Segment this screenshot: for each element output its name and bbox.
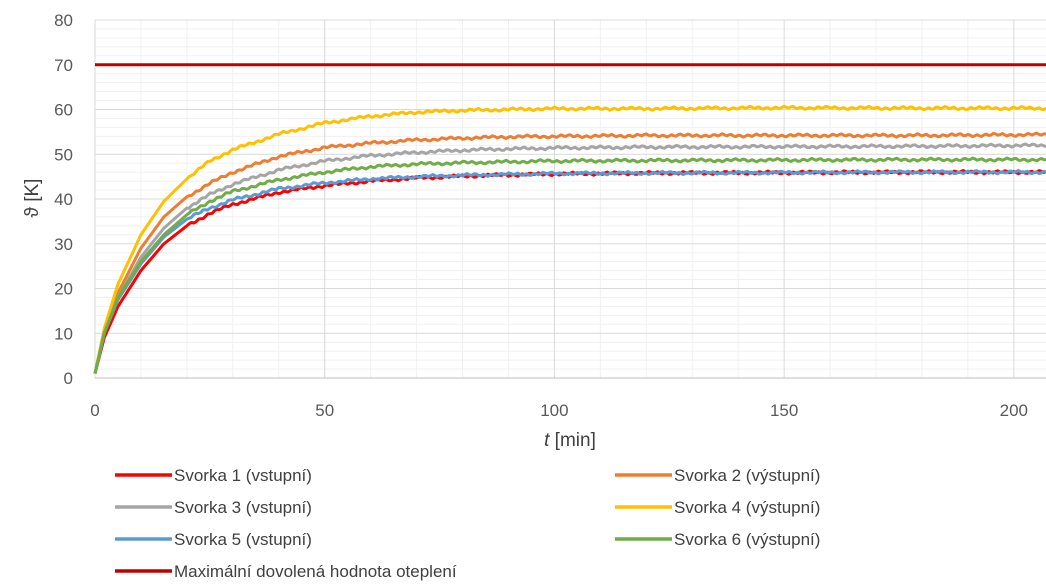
legend-item: Svorka 1 (vstupní) <box>115 466 312 485</box>
y-tick-label: 40 <box>54 190 73 209</box>
legend-item: Svorka 3 (vstupní) <box>115 498 312 517</box>
legend-item: Svorka 5 (vstupní) <box>115 530 312 549</box>
y-tick-label: 20 <box>54 280 73 299</box>
legend-label: Maximální dovolená hodnota oteplení <box>174 562 457 581</box>
series-lines <box>93 63 1046 374</box>
legend-label: Svorka 6 (výstupní) <box>674 530 820 549</box>
x-tick-label: 0 <box>90 401 99 420</box>
series-line <box>93 142 1046 374</box>
x-axis-title-unit: [min] <box>549 430 595 451</box>
x-axis-title-variable: t <box>544 430 550 451</box>
x-tick-label: 100 <box>540 401 568 420</box>
legend-label: Svorka 5 (vstupní) <box>174 530 312 549</box>
grid <box>94 19 1046 379</box>
legend: Svorka 1 (vstupní) Svorka 2 (výstupní) Svo… <box>115 466 820 581</box>
x-axis-title: t [min] <box>544 430 596 451</box>
legend-item: Svorka 2 (výstupní) <box>615 466 820 485</box>
series-line <box>93 156 1046 374</box>
series-line <box>93 169 1046 374</box>
x-tick-label: 50 <box>315 401 334 420</box>
legend-item: Maximální dovolená hodnota oteplení <box>115 562 457 581</box>
y-tick-label: 50 <box>54 145 73 164</box>
tick-labels: 0 50 100 150 200 0 10 20 30 40 50 60 70 80 <box>54 11 1028 420</box>
legend-item: Svorka 6 (výstupní) <box>615 530 820 549</box>
y-tick-label: 0 <box>64 369 73 388</box>
series-line <box>93 131 1046 374</box>
x-tick-label: 200 <box>1000 401 1028 420</box>
series-line <box>93 104 1046 374</box>
y-tick-label: 80 <box>54 11 73 30</box>
y-axis-title: ϑ [K] <box>22 179 43 218</box>
legend-label: Svorka 1 (vstupní) <box>174 466 312 485</box>
x-tick-label: 150 <box>770 401 798 420</box>
legend-item: Svorka 4 (výstupní) <box>615 498 820 517</box>
legend-label: Svorka 3 (vstupní) <box>174 498 312 517</box>
series-line <box>93 169 1046 374</box>
legend-label: Svorka 4 (výstupní) <box>674 498 820 517</box>
y-tick-label: 30 <box>54 235 73 254</box>
y-tick-label: 60 <box>54 101 73 120</box>
y-tick-label: 10 <box>54 324 73 343</box>
y-tick-label: 70 <box>54 56 73 75</box>
legend-label: Svorka 2 (výstupní) <box>674 466 820 485</box>
